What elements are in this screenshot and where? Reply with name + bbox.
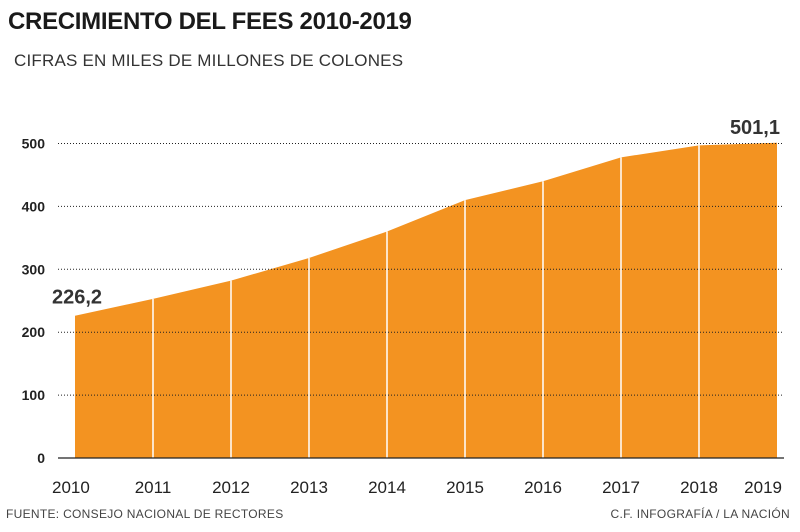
y-tick-label-100: 100: [22, 387, 46, 403]
area-series: [75, 142, 777, 458]
x-tick-label-2019: 2019: [744, 478, 782, 497]
y-tick-label-400: 400: [22, 198, 46, 214]
chart-subtitle: CIFRAS EN MILES DE MILLONES DE COLONES: [14, 51, 404, 70]
x-tick-label-2011: 2011: [135, 478, 172, 497]
data-label-2019: 501,1: [730, 117, 780, 139]
x-tick-label-2018: 2018: [680, 478, 718, 497]
x-tick-label-2012: 2012: [212, 478, 250, 497]
credit-note: C.F. INFOGRAFÍA / LA NACIÓN: [610, 507, 790, 521]
y-tick-label-0: 0: [37, 450, 45, 466]
x-tick-label-2016: 2016: [524, 478, 562, 497]
y-tick-label-500: 500: [22, 136, 46, 152]
source-note: FUENTE: CONSEJO NACIONAL DE RECTORES: [6, 507, 284, 521]
x-tick-label-2015: 2015: [446, 478, 484, 497]
y-tick-label-300: 300: [22, 261, 46, 277]
x-tick-label-2010: 2010: [52, 478, 90, 497]
x-tick-label-2014: 2014: [368, 478, 406, 497]
x-tick-label-2017: 2017: [602, 478, 640, 497]
y-tick-label-200: 200: [22, 324, 46, 340]
chart-title: CRECIMIENTO DEL FEES 2010-2019: [8, 8, 412, 35]
x-tick-label-2013: 2013: [290, 478, 328, 497]
data-label-2010: 226,2: [52, 287, 102, 309]
